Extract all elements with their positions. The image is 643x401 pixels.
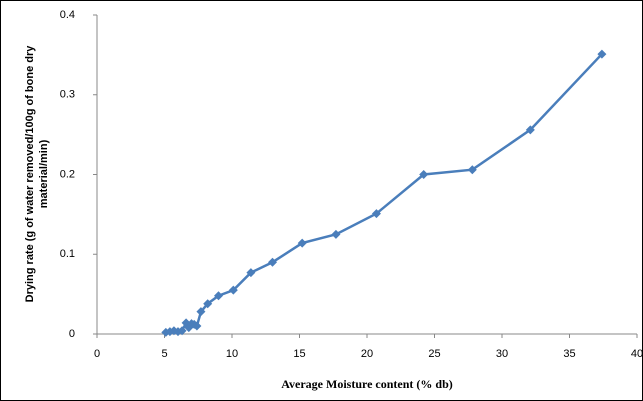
y-axis-label: material/min) [38,139,50,208]
x-axis-label: Average Moisture content (% db) [281,377,453,391]
data-point [228,285,238,295]
data-point [196,307,206,317]
data-point [371,209,381,219]
data-point [297,238,307,248]
x-tick-label: 30 [496,348,508,360]
data-point [525,125,535,135]
x-tick-label: 10 [226,348,238,360]
data-point [597,49,607,59]
y-tick-label: 0.1 [60,248,75,260]
x-tick-label: 15 [293,348,305,360]
x-tick-label: 35 [563,348,575,360]
y-tick-label: 0.2 [60,168,75,180]
x-tick-label: 25 [428,348,440,360]
x-tick-label: 0 [94,348,100,360]
data-point [214,291,223,301]
data-point [192,321,202,331]
data-point [467,165,477,175]
x-tick-label: 40 [631,348,643,360]
data-point [203,299,213,309]
y-axis-label: Drying rate (g of water removed/100g of … [24,45,36,303]
data-point [177,326,187,336]
data-point [246,268,256,278]
x-tick-label: 20 [361,348,373,360]
data-point [331,229,341,239]
y-tick-label: 0.4 [60,9,75,21]
y-tick-label: 0.3 [60,89,75,101]
x-tick-label: 5 [161,348,167,360]
data-point [268,257,277,267]
data-point [419,170,429,179]
y-tick-label: 0 [69,328,75,340]
